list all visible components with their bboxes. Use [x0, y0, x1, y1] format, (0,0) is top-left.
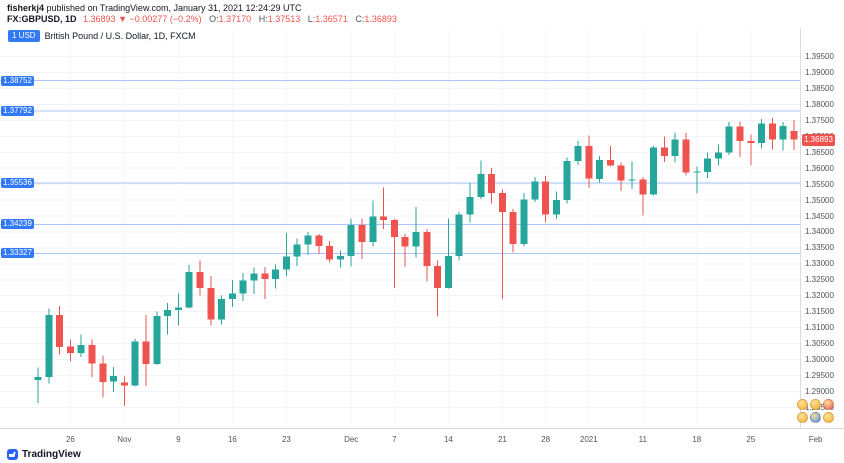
close-label: C: — [355, 14, 365, 24]
price-tick-label: 1.39000 — [805, 68, 834, 78]
price-tick-label: 1.30000 — [805, 354, 834, 364]
time-tick-label: Dec — [344, 435, 359, 444]
time-tick-label: 21 — [497, 435, 507, 444]
tradingview-logo-icon — [7, 449, 18, 460]
price-tick-label: 1.36000 — [805, 163, 834, 173]
candlestick-chart[interactable] — [0, 28, 800, 428]
arrow-down-icon: ▼ — [118, 14, 128, 24]
username: fisherkj4 — [7, 3, 45, 13]
time-tick-label: Feb — [808, 435, 823, 444]
price-tick-label: 1.30500 — [805, 339, 834, 349]
emoji-sticker — [797, 399, 808, 410]
time-tick-label: 7 — [392, 435, 397, 444]
high-value: 1.37513 — [267, 14, 301, 24]
time-tick-label: 9 — [176, 435, 181, 444]
price-tick-label: 1.31500 — [805, 307, 834, 317]
price-tick-label: 1.34500 — [805, 211, 834, 221]
tradingview-logo-text: TradingView — [22, 449, 81, 460]
time-axis[interactable]: 26 Nov 9 16 23 Dec 7 14 21 28 2021 11 18 25 Feb — [0, 428, 844, 448]
time-tick-label: 2021 — [579, 435, 598, 444]
price-axis[interactable]: 1.395001.390001.385001.380001.375001.370… — [800, 28, 844, 428]
last-price-text: 1.36893 — [83, 14, 116, 24]
time-tick-label: 26 — [65, 435, 75, 444]
unit-badge: 1 USD — [8, 30, 40, 42]
time-tick-label: 25 — [746, 435, 756, 444]
chart-title: British Pound / U.S. Dollar, 1D, FXCM — [44, 31, 196, 41]
price-tick-label: 1.29000 — [805, 386, 834, 396]
publish-text: published on TradingView.com, January 31… — [44, 3, 302, 13]
price-change-text: −0.00277 (−0.2%) — [129, 14, 202, 24]
last-price-badge: 1.36893 — [802, 133, 835, 146]
price-tick-label: 1.29500 — [805, 370, 834, 380]
time-tick-label: 23 — [281, 435, 291, 444]
price-tick-label: 1.31000 — [805, 323, 834, 333]
symbol-name: FX:GBPUSD, 1D — [7, 14, 77, 24]
emoji-sticker — [810, 412, 821, 423]
time-tick-label: 18 — [692, 435, 702, 444]
price-tick-label: 1.32500 — [805, 275, 834, 285]
price-tick-label: 1.33500 — [805, 243, 834, 253]
tradingview-logo[interactable]: TradingView — [7, 449, 81, 460]
emoji-sticker — [823, 412, 834, 423]
price-tick-label: 1.38500 — [805, 84, 834, 94]
symbol-info-bar: FX:GBPUSD, 1D 1.36893 ▼ −0.00277 (−0.2%)… — [7, 14, 397, 24]
price-tick-label: 1.35500 — [805, 179, 834, 189]
price-tick-label: 1.37500 — [805, 115, 834, 125]
price-tick-label: 1.33000 — [805, 259, 834, 269]
low-label: L: — [307, 14, 316, 24]
open-label: O: — [209, 14, 219, 24]
time-tick-label: 16 — [227, 435, 237, 444]
price-tick-label: 1.35000 — [805, 195, 834, 205]
emoji-sticker — [797, 412, 808, 423]
price-tick-label: 1.36500 — [805, 147, 834, 157]
price-tick-label: 1.32000 — [805, 291, 834, 301]
high-label: H: — [258, 14, 268, 24]
time-tick-label: 14 — [443, 435, 453, 444]
close-value: 1.36893 — [364, 14, 397, 24]
time-tick-label: Nov — [117, 435, 132, 444]
price-tick-label: 1.39500 — [805, 52, 834, 62]
chart-legend: 1 USD British Pound / U.S. Dollar, 1D, F… — [8, 30, 196, 42]
price-tick-label: 1.38000 — [805, 99, 834, 109]
publish-info: fisherkj4 published on TradingView.com, … — [7, 3, 302, 13]
price-tick-label: 1.34000 — [805, 227, 834, 237]
reaction-stickers — [797, 399, 841, 423]
time-tick-label: 28 — [541, 435, 551, 444]
emoji-sticker — [810, 399, 821, 410]
time-tick-label: 11 — [638, 435, 647, 444]
emoji-sticker — [823, 399, 834, 410]
low-value: 1.36571 — [315, 14, 348, 24]
open-value: 1.37170 — [218, 14, 252, 24]
